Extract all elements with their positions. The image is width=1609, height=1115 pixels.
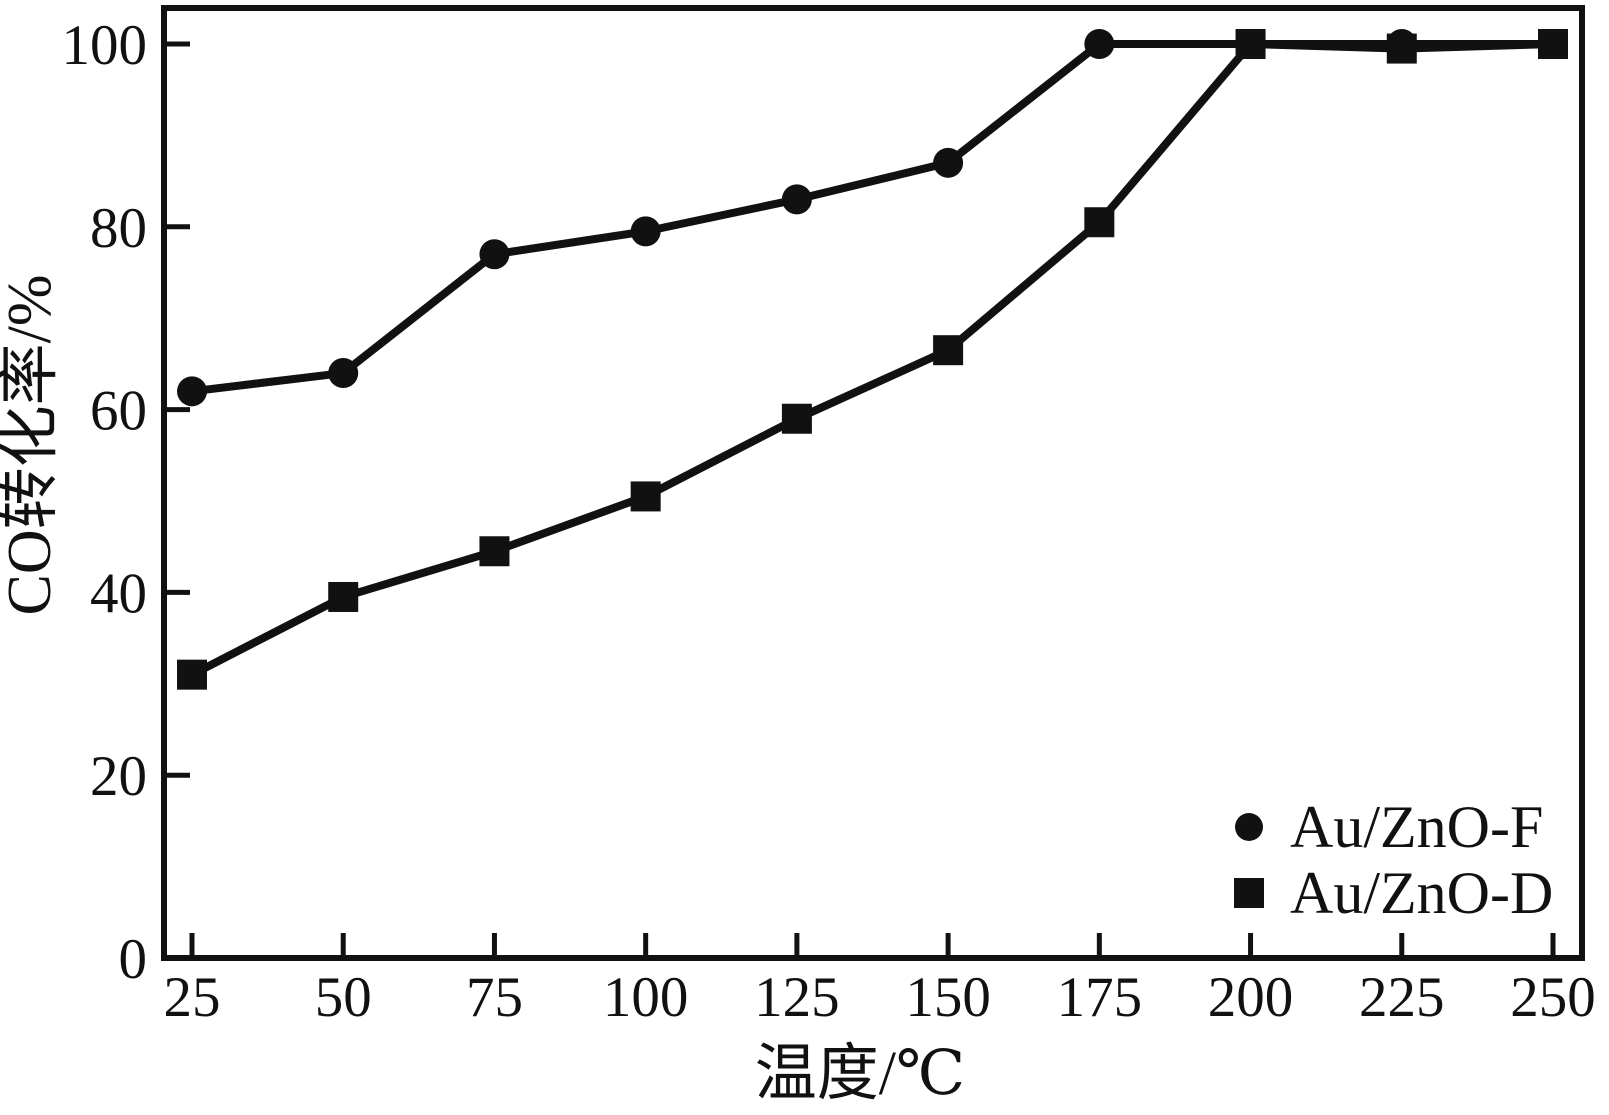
x-tick-label: 150 [905,966,991,1029]
series-line-au-zno-f [191,40,1553,396]
y-tick-label: 20 [90,745,147,808]
y-axis-title: CO转化率/% [0,274,64,615]
y-axis-ticks: 0 20 40 60 80 100 [62,14,190,991]
x-tick-label: 50 [315,966,372,1029]
legend-marker-square-icon [1234,878,1264,908]
legend-label-au-zno-f: Au/ZnO-F [1290,794,1543,860]
legend: Au/ZnO-FAu/ZnO-D [1234,794,1553,926]
data-point-au-zno-f [328,358,359,389]
series-line-au-zno-d [190,39,1554,679]
y-tick-label: 0 [119,928,148,991]
y-tick-label: 100 [62,14,148,77]
y-tick-label: 40 [90,562,147,625]
x-tick-label: 75 [466,966,523,1029]
data-point-au-zno-f [479,239,510,270]
data-point-au-zno-d [933,335,964,366]
data-point-au-zno-f [630,216,661,247]
data-point-au-zno-d [328,581,359,612]
data-point-au-zno-f [177,376,207,407]
data-point-au-zno-d [1084,207,1115,238]
data-point-au-zno-d [630,481,661,512]
x-tick-label: 175 [1057,966,1143,1029]
x-tick-label: 100 [603,966,689,1029]
data-point-au-zno-d [479,536,510,567]
x-axis-ticks: 25 50 75 100 125 150 175 200 225 250 [164,933,1596,1029]
legend-marker-circle-icon [1235,813,1263,841]
x-tick-label: 225 [1359,966,1445,1029]
x-axis-title: 温度/℃ [755,1040,966,1108]
x-tick-label: 200 [1208,966,1294,1029]
data-point-au-zno-f [781,184,812,215]
y-tick-label: 80 [90,197,147,260]
series-au-zno-d [177,29,1568,690]
data-point-au-zno-d [177,659,207,690]
data-point-au-zno-f [1084,29,1115,59]
x-tick-label: 250 [1510,966,1596,1029]
data-point-au-zno-d [1235,29,1266,59]
y-tick-label: 60 [90,380,147,443]
data-series-group [177,29,1568,690]
data-point-au-zno-d [1386,33,1417,64]
data-point-au-zno-d [781,403,812,434]
data-point-au-zno-d [1538,29,1568,59]
legend-label-au-zno-d: Au/ZnO-D [1290,860,1553,926]
x-tick-label: 25 [164,966,221,1029]
data-point-au-zno-f [933,147,964,178]
x-tick-label: 125 [754,966,840,1029]
series-au-zno-f [177,29,1568,407]
plot-border [161,5,1585,961]
